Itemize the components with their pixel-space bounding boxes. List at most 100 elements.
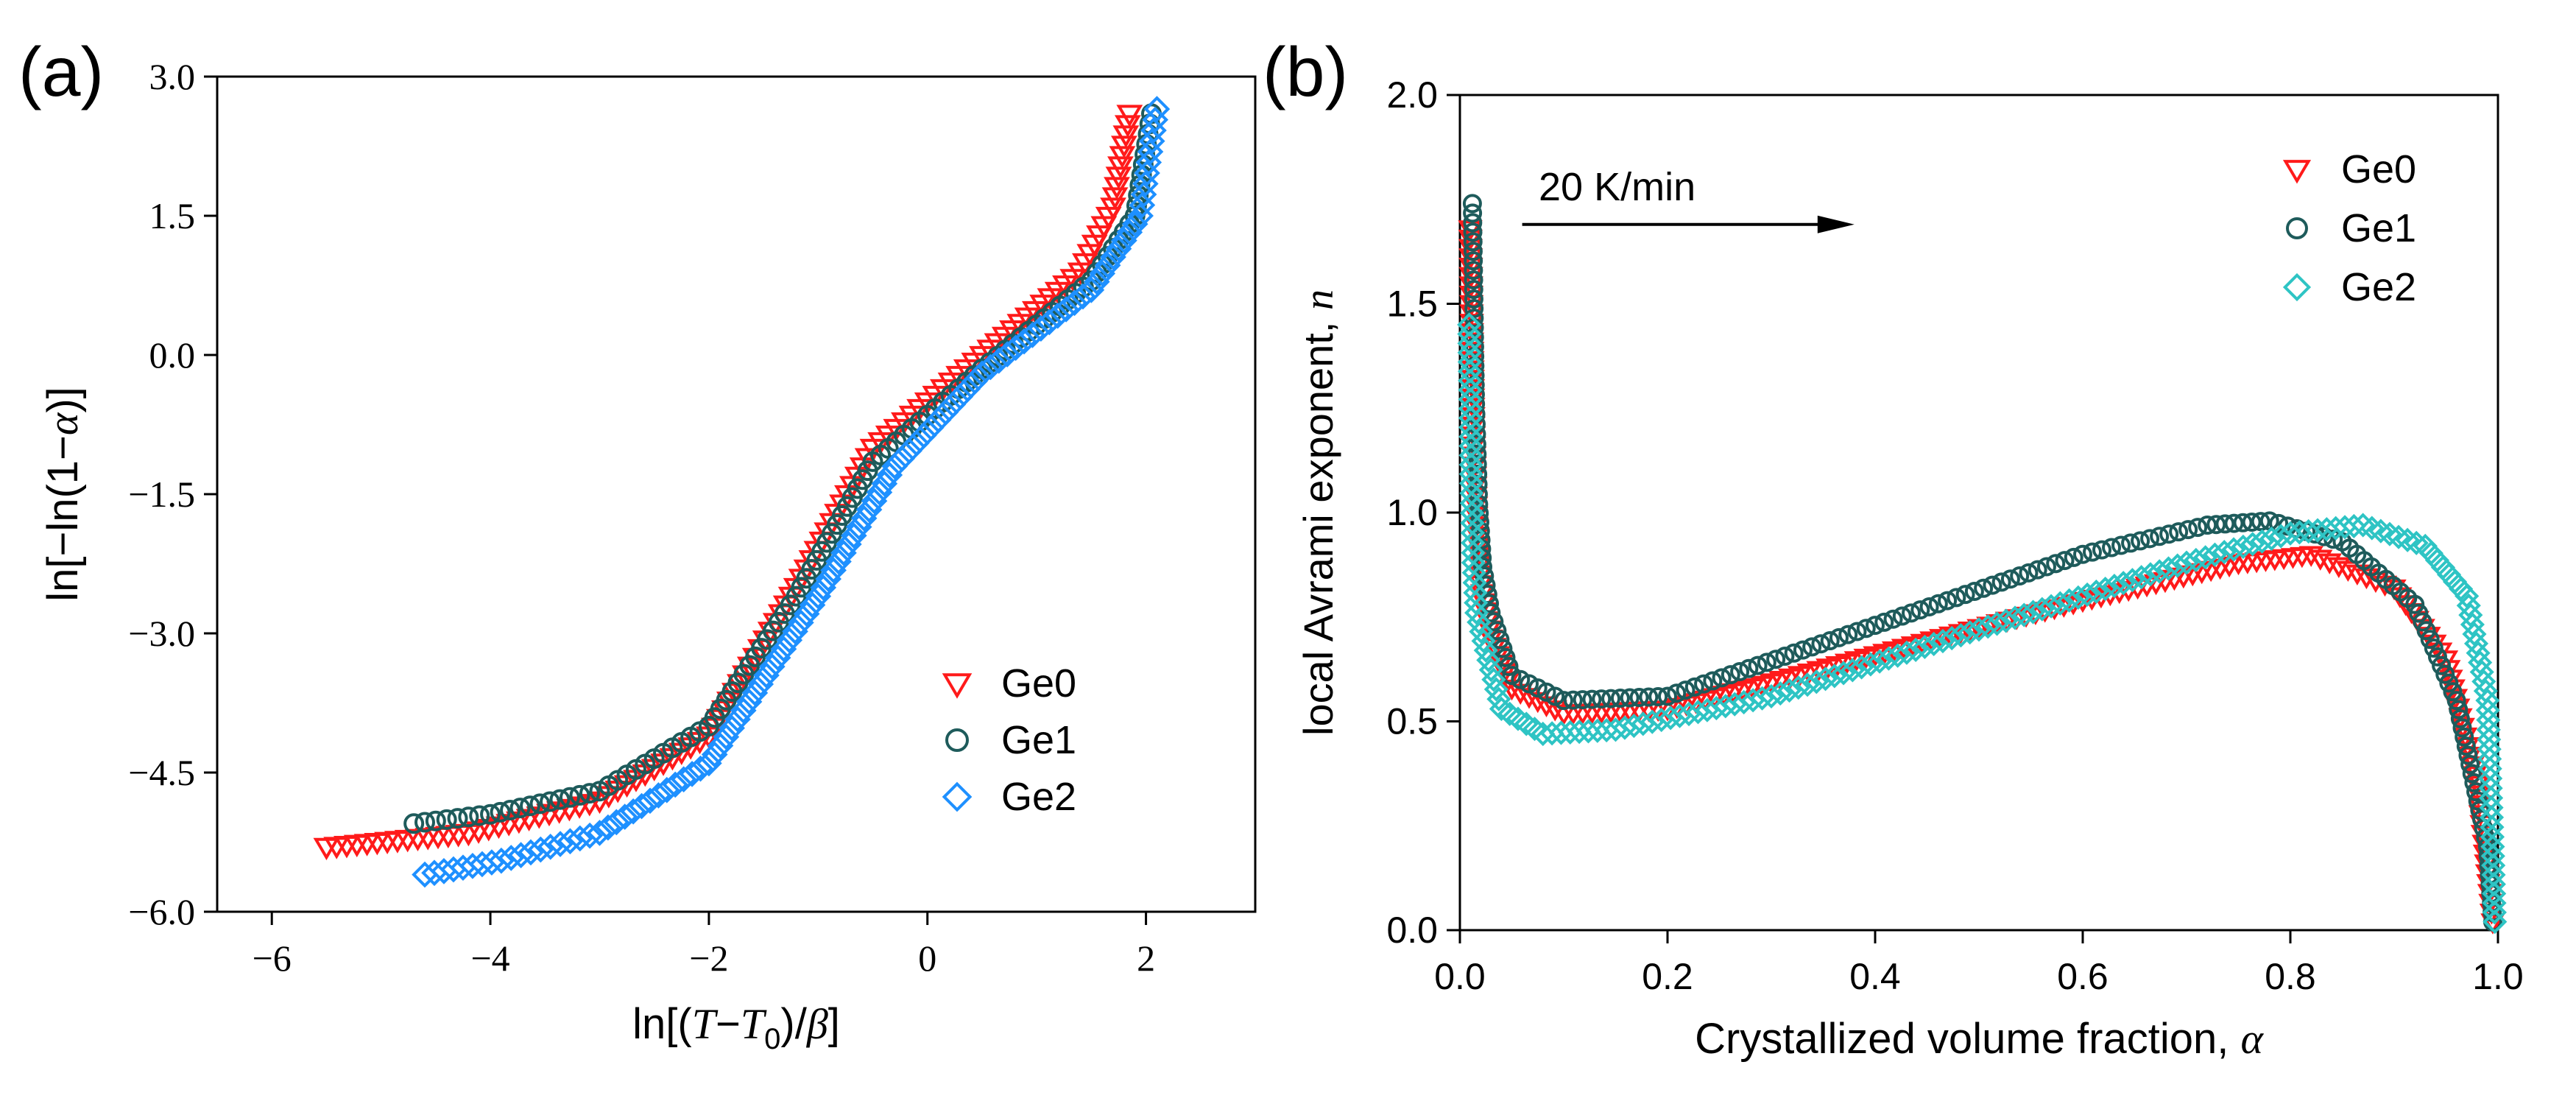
data-point	[1910, 600, 1930, 620]
data-point	[932, 398, 959, 426]
data-point	[701, 741, 728, 768]
data-point	[1902, 603, 1922, 623]
data-point	[1462, 194, 1482, 214]
data-point	[994, 341, 1021, 367]
panel-a: (a) −6 −4 −2 0 2 3.0 1.5 0.0 −1.5 −3.0 −4.5 −6.0 Ge…	[18, 33, 1257, 1055]
data-point	[830, 539, 857, 566]
data-point	[2308, 549, 2333, 571]
data-point	[1811, 634, 1831, 654]
x-tick-label: 2	[1137, 938, 1155, 979]
data-point	[1481, 603, 1501, 623]
data-point	[1974, 578, 1994, 598]
data-point	[1975, 614, 2000, 639]
y-tick-label: −1.5	[128, 474, 195, 515]
data-point	[1994, 608, 2019, 633]
data-point	[871, 470, 898, 497]
legend-label-ge2: Ge2	[1001, 775, 1076, 819]
data-point	[2455, 583, 2480, 608]
data-point	[653, 776, 680, 803]
data-point	[1876, 646, 1901, 671]
y-tick-label: 3.0	[149, 56, 196, 97]
data-point	[1620, 688, 1640, 708]
panel-b-ticks: 0.0 0.2 0.4 0.6 0.8 1.0 0.0 0.5 1.0 1.5 2.0	[1386, 74, 2523, 997]
data-point	[1938, 591, 1958, 611]
data-point	[2298, 546, 2323, 567]
data-point	[1829, 627, 1849, 647]
data-point	[1582, 689, 1602, 709]
data-point	[939, 391, 967, 418]
data-point	[518, 839, 544, 866]
data-point	[2111, 535, 2131, 555]
data-point	[2409, 603, 2429, 623]
data-point	[2092, 540, 2112, 560]
data-point	[1849, 655, 1874, 680]
panel-b-points	[1457, 194, 2508, 935]
y-tick-label: 1.0	[1386, 492, 1438, 533]
data-point	[730, 697, 757, 724]
data-point	[1019, 322, 1046, 348]
data-point	[509, 798, 531, 819]
data-point	[2405, 594, 2425, 614]
data-point	[1866, 616, 1885, 636]
data-point	[1107, 156, 1134, 179]
data-point	[2212, 540, 2237, 565]
data-point	[1036, 309, 1063, 336]
data-point	[2483, 910, 2508, 935]
data-point	[1011, 328, 1037, 355]
data-point	[1684, 677, 1704, 697]
data-point	[469, 805, 490, 826]
data-point	[2193, 545, 2218, 570]
data-point	[1703, 671, 1723, 691]
x-tick-label: −2	[689, 938, 728, 979]
data-point	[1116, 105, 1143, 127]
data-point	[1464, 600, 1489, 625]
data-point	[1484, 612, 1504, 632]
data-point	[458, 806, 479, 828]
data-point	[825, 548, 852, 575]
x-tick-label: 0.0	[1434, 956, 1486, 997]
data-point	[1089, 260, 1116, 287]
data-point	[2458, 602, 2483, 627]
data-point	[1856, 619, 1876, 639]
data-point	[527, 836, 554, 863]
data-point	[2174, 550, 2199, 575]
data-point	[2111, 571, 2136, 596]
data-point	[770, 636, 797, 663]
data-point	[2466, 641, 2491, 666]
x-tick-label: −6	[253, 938, 292, 979]
data-point	[1575, 719, 1601, 744]
data-point	[2479, 856, 2499, 876]
data-point	[1749, 686, 1775, 711]
data-point	[1874, 612, 1894, 632]
data-point	[753, 662, 780, 689]
data-point	[520, 795, 541, 817]
data-point	[1078, 276, 1105, 303]
series-ge0	[1458, 220, 2505, 935]
data-point	[2242, 512, 2262, 532]
data-point	[1476, 647, 1501, 672]
data-point	[1094, 252, 1121, 279]
panel-b-y-axis-label: local Avrami exponent, n	[1295, 289, 1342, 736]
data-point	[679, 761, 705, 787]
data-point	[540, 791, 561, 812]
data-point	[1757, 653, 1776, 672]
data-point	[1483, 677, 1508, 702]
data-point	[1464, 590, 1489, 616]
data-point	[1463, 232, 1483, 252]
data-point	[579, 783, 600, 804]
data-point	[480, 803, 501, 825]
panel-a-points	[313, 96, 1171, 888]
data-point	[977, 354, 1004, 381]
data-point	[403, 813, 425, 834]
data-point	[2064, 547, 2083, 567]
data-point	[2159, 524, 2179, 544]
data-point	[1667, 683, 1687, 703]
data-point	[559, 787, 580, 808]
data-point	[2221, 537, 2246, 562]
data-point	[1070, 283, 1096, 310]
data-point	[2296, 518, 2321, 544]
data-point	[776, 627, 803, 654]
data-point	[603, 809, 630, 836]
data-point	[1112, 125, 1140, 148]
